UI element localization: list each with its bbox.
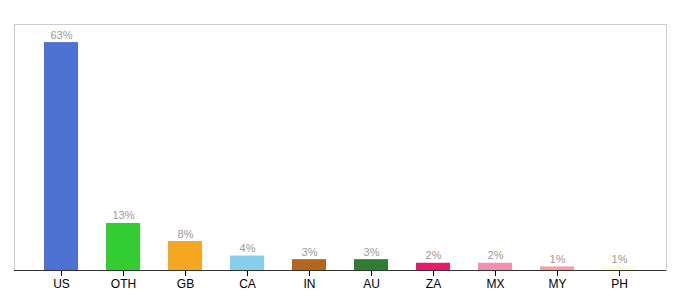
svg-text:3%: 3% (364, 246, 380, 258)
svg-text:8%: 8% (178, 228, 194, 240)
svg-text:GB: GB (177, 277, 194, 291)
svg-text:MX: MX (487, 277, 505, 291)
svg-text:ZA: ZA (426, 277, 441, 291)
svg-text:4%: 4% (240, 242, 256, 254)
svg-text:2%: 2% (488, 249, 504, 261)
svg-text:MY: MY (549, 277, 567, 291)
svg-text:PH: PH (611, 277, 628, 291)
svg-text:US: US (53, 277, 70, 291)
svg-text:CA: CA (239, 277, 256, 291)
svg-text:3%: 3% (302, 246, 318, 258)
svg-text:63%: 63% (50, 29, 72, 41)
svg-text:OTH: OTH (111, 277, 136, 291)
svg-text:AU: AU (363, 277, 380, 291)
svg-text:1%: 1% (550, 253, 566, 265)
svg-text:13%: 13% (112, 209, 134, 221)
svg-text:1%: 1% (612, 253, 628, 265)
svg-text:IN: IN (304, 277, 316, 291)
svg-text:2%: 2% (426, 249, 442, 261)
